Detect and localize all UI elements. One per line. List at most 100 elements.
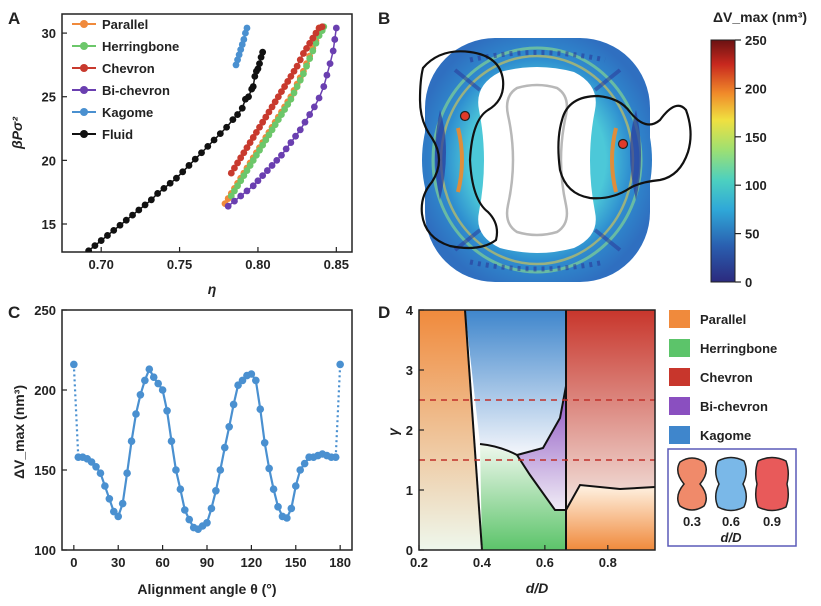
panel-a-series-fluid (85, 48, 267, 252)
data-point (179, 168, 187, 176)
data-point (260, 439, 269, 447)
data-point (166, 179, 174, 187)
panel-c-dotted-start (72, 364, 80, 458)
right-contact-point (617, 138, 629, 150)
data-point (147, 196, 155, 204)
data-point (306, 111, 314, 118)
region-bi-chevron (517, 386, 566, 510)
panel-d-phase-diagram: 0.2 0.4 0.6 0.8 0 1 2 3 4 d/D γ Parallel Herringb… (385, 303, 797, 596)
data-point (109, 507, 118, 516)
data-point (154, 190, 162, 197)
panel-a-x-tick-label: 0.80 (245, 257, 270, 272)
panel-d-y-tick-label: 4 (406, 303, 414, 318)
data-point (243, 144, 251, 152)
data-point (163, 407, 171, 415)
panel-d-y-tick-label: 1 (406, 483, 413, 498)
panel-a-series-bi-chevron (224, 24, 340, 210)
data-point (315, 94, 323, 102)
panel-a-chart: 0.70 0.75 0.80 0.85 15 20 25 30 Parallel Herring… (9, 13, 353, 297)
panel-a-series-chevron (227, 23, 326, 177)
data-point (256, 405, 265, 414)
panel-label-b: B (378, 9, 390, 28)
data-point (303, 44, 310, 52)
data-point (237, 192, 245, 200)
panel-c-y-tick-label: 200 (34, 383, 56, 398)
panel-a-x-tick-label: 0.85 (324, 257, 349, 272)
data-point (238, 104, 246, 112)
data-point (97, 237, 105, 244)
data-point (210, 136, 218, 144)
data-point (274, 93, 282, 101)
data-point (271, 98, 279, 106)
shape-0-6 (715, 456, 747, 512)
panel-b-heatmap: 0 50 100 150 200 250 ΔV_max (nm³) (418, 9, 807, 290)
panel-c-frame (61, 309, 353, 551)
data-point (265, 108, 273, 116)
data-point (249, 134, 257, 141)
data-point (216, 130, 224, 138)
data-point (306, 55, 314, 62)
colorbar-tick-label: 150 (745, 130, 767, 145)
data-point (287, 504, 296, 513)
data-point (132, 410, 140, 418)
data-point (320, 83, 328, 90)
center-particle-outline (505, 83, 569, 237)
data-point (234, 159, 241, 167)
legend-swatch (669, 426, 690, 444)
data-point (249, 156, 257, 164)
panel-a-x-tick-label: 0.70 (89, 257, 114, 272)
data-point (185, 515, 194, 524)
panel-c-y-tick-label: 150 (34, 463, 56, 478)
data-point (249, 83, 257, 90)
data-point (158, 386, 167, 394)
data-point (240, 149, 248, 157)
data-point (296, 76, 304, 84)
legend-swatch-marker (80, 86, 88, 94)
data-point (246, 139, 254, 146)
data-point (259, 118, 267, 126)
data-point (173, 174, 180, 182)
region-parallel-right (566, 485, 655, 550)
data-point (207, 504, 216, 513)
data-point (292, 132, 299, 140)
data-point (238, 376, 247, 385)
legend-label: Chevron (700, 370, 753, 385)
data-point (145, 365, 154, 374)
data-point (278, 111, 285, 118)
data-point (234, 182, 241, 190)
panel-a-y-tick-label: 15 (42, 217, 56, 232)
shape-0-3 (677, 457, 707, 511)
shape-value-0-3: 0.3 (683, 514, 701, 529)
data-point (274, 503, 282, 511)
data-point (326, 60, 334, 68)
panel-c-chart: 0 30 60 90 120 150 180 100 150 200 250 Alignment a… (11, 303, 353, 597)
panel-c-x-label: Alignment angle θ (°) (137, 581, 276, 597)
shape-inset: 0.3 0.6 0.9 d/D (667, 448, 797, 547)
data-point (273, 156, 281, 164)
data-point (176, 485, 185, 494)
data-point (245, 93, 252, 101)
legend-label: Bi-chevron (102, 83, 170, 98)
data-point (281, 83, 288, 90)
panel-a-y-label: βPσ² (9, 117, 25, 150)
data-point (252, 151, 260, 159)
data-point (198, 149, 205, 157)
data-point (301, 118, 309, 126)
data-point (101, 482, 109, 490)
left-contact-point (459, 110, 471, 122)
data-point (268, 126, 276, 134)
colorbar (710, 39, 736, 283)
panel-c-x-tick-label: 0 (70, 555, 77, 570)
panel-a-legend: Parallel Herringbone Chevron Bi-chevron Kago… (72, 17, 179, 142)
data-point (240, 36, 248, 43)
data-point (122, 216, 130, 224)
colorbar-tick-label: 100 (745, 178, 767, 193)
data-point (123, 469, 131, 478)
data-point (141, 376, 149, 385)
panel-d-y-tick-label: 3 (406, 363, 413, 378)
data-point (323, 71, 331, 79)
legend-label: Herringbone (102, 39, 179, 54)
data-point (247, 370, 256, 378)
legend-label: Kagome (700, 428, 751, 443)
data-point (332, 24, 340, 32)
